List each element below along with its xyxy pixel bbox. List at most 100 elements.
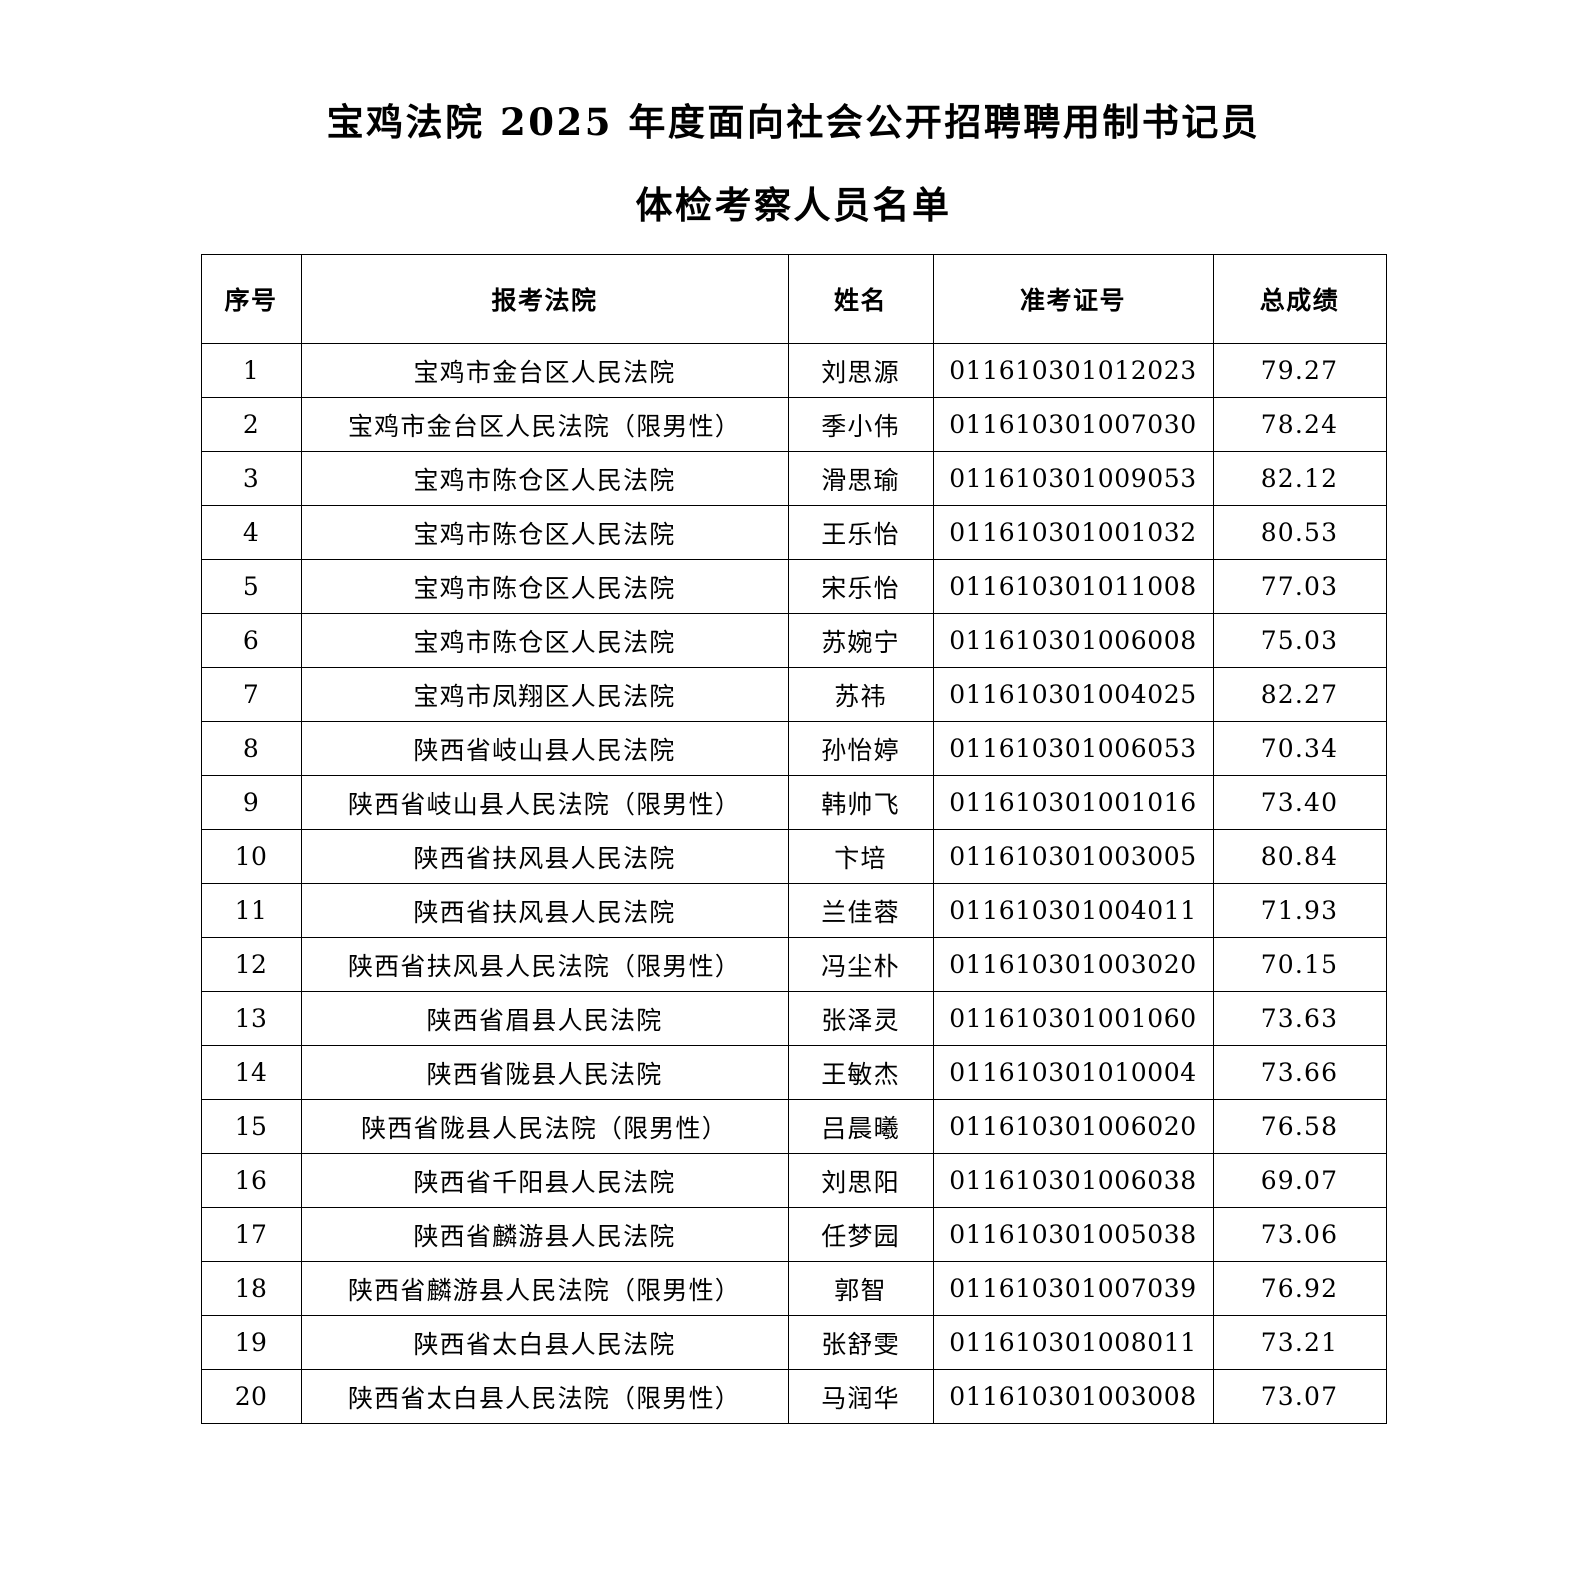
cell-court: 陕西省太白县人民法院 <box>300 1315 789 1370</box>
table-row: 6 宝鸡市陈仓区人民法院 苏婉宁 011610301006008 75.03 <box>200 613 1387 668</box>
column-header-ticket: 准考证号 <box>932 254 1214 344</box>
table-row: 5 宝鸡市陈仓区人民法院 宋乐怡 011610301011008 77.03 <box>200 559 1387 614</box>
cell-court: 宝鸡市金台区人民法院（限男性） <box>300 397 789 452</box>
cell-score: 76.92 <box>1212 1261 1387 1316</box>
cell-name: 季小伟 <box>787 397 934 452</box>
table-row: 19 陕西省太白县人民法院 张舒雯 011610301008011 73.21 <box>200 1315 1387 1370</box>
cell-name: 苏婉宁 <box>787 613 934 668</box>
cell-seq: 7 <box>200 667 302 722</box>
roster-table-container: 序号 报考法院 姓名 准考证号 总成绩 1 宝鸡市金台区人民法院 刘思源 011610… <box>0 254 1587 1424</box>
cell-name: 吕晨曦 <box>787 1099 934 1154</box>
cell-seq: 17 <box>200 1207 302 1262</box>
cell-ticket: 011610301003008 <box>932 1369 1214 1424</box>
cell-court: 宝鸡市陈仓区人民法院 <box>300 613 789 668</box>
cell-seq: 4 <box>200 505 302 560</box>
cell-score: 69.07 <box>1212 1153 1387 1208</box>
cell-score: 73.07 <box>1212 1369 1387 1424</box>
cell-seq: 8 <box>200 721 302 776</box>
cell-court: 宝鸡市陈仓区人民法院 <box>300 451 789 506</box>
cell-name: 王乐怡 <box>787 505 934 560</box>
roster-table: 序号 报考法院 姓名 准考证号 总成绩 1 宝鸡市金台区人民法院 刘思源 011610… <box>200 254 1387 1424</box>
table-row: 12 陕西省扶风县人民法院（限男性） 冯尘朴 011610301003020 70.15 <box>200 937 1387 992</box>
cell-name: 苏祎 <box>787 667 934 722</box>
table-row: 8 陕西省岐山县人民法院 孙怡婷 011610301006053 70.34 <box>200 721 1387 776</box>
column-header-score: 总成绩 <box>1212 254 1387 344</box>
cell-seq: 2 <box>200 397 302 452</box>
table-row: 15 陕西省陇县人民法院（限男性） 吕晨曦 011610301006020 76.58 <box>200 1099 1387 1154</box>
cell-court: 宝鸡市金台区人民法院 <box>300 343 789 398</box>
cell-name: 郭智 <box>787 1261 934 1316</box>
cell-score: 82.27 <box>1212 667 1387 722</box>
cell-seq: 20 <box>200 1369 302 1424</box>
cell-name: 张泽灵 <box>787 991 934 1046</box>
cell-name: 刘思阳 <box>787 1153 934 1208</box>
cell-seq: 9 <box>200 775 302 830</box>
table-row: 9 陕西省岐山县人民法院（限男性） 韩帅飞 011610301001016 73.40 <box>200 775 1387 830</box>
document-title: 宝鸡法院 2025 年度面向社会公开招聘聘用制书记员 体检考察人员名单 <box>0 0 1587 224</box>
cell-court: 宝鸡市陈仓区人民法院 <box>300 559 789 614</box>
cell-court: 陕西省扶风县人民法院（限男性） <box>300 937 789 992</box>
cell-court: 陕西省麟游县人民法院 <box>300 1207 789 1262</box>
cell-score: 80.84 <box>1212 829 1387 884</box>
table-row: 20 陕西省太白县人民法院（限男性） 马润华 011610301003008 73.07 <box>200 1369 1387 1424</box>
table-header: 序号 报考法院 姓名 准考证号 总成绩 <box>200 254 1387 344</box>
cell-ticket: 011610301004011 <box>932 883 1214 938</box>
cell-score: 75.03 <box>1212 613 1387 668</box>
cell-ticket: 011610301011008 <box>932 559 1214 614</box>
cell-name: 孙怡婷 <box>787 721 934 776</box>
cell-name: 韩帅飞 <box>787 775 934 830</box>
cell-court: 陕西省岐山县人民法院 <box>300 721 789 776</box>
table-row: 7 宝鸡市凤翔区人民法院 苏祎 011610301004025 82.27 <box>200 667 1387 722</box>
cell-ticket: 011610301006038 <box>932 1153 1214 1208</box>
cell-ticket: 011610301001032 <box>932 505 1214 560</box>
cell-court: 陕西省麟游县人民法院（限男性） <box>300 1261 789 1316</box>
cell-name: 滑思瑜 <box>787 451 934 506</box>
cell-ticket: 011610301005038 <box>932 1207 1214 1262</box>
cell-ticket: 011610301010004 <box>932 1045 1214 1100</box>
table-body: 1 宝鸡市金台区人民法院 刘思源 011610301012023 79.27 2 宝鸡市金台… <box>200 343 1387 1424</box>
cell-score: 73.40 <box>1212 775 1387 830</box>
cell-seq: 3 <box>200 451 302 506</box>
cell-name: 冯尘朴 <box>787 937 934 992</box>
cell-court: 陕西省陇县人民法院（限男性） <box>300 1099 789 1154</box>
cell-name: 宋乐怡 <box>787 559 934 614</box>
table-row: 2 宝鸡市金台区人民法院（限男性） 季小伟 011610301007030 78.24 <box>200 397 1387 452</box>
cell-score: 73.66 <box>1212 1045 1387 1100</box>
title-line-1: 宝鸡法院 2025 年度面向社会公开招聘聘用制书记员 <box>326 100 1261 144</box>
cell-ticket: 011610301004025 <box>932 667 1214 722</box>
cell-seq: 11 <box>200 883 302 938</box>
cell-ticket: 011610301012023 <box>932 343 1214 398</box>
column-header-name: 姓名 <box>787 254 934 344</box>
cell-court: 陕西省眉县人民法院 <box>300 991 789 1046</box>
column-header-seq: 序号 <box>200 254 302 344</box>
table-row: 11 陕西省扶风县人民法院 兰佳蓉 011610301004011 71.93 <box>200 883 1387 938</box>
cell-court: 陕西省千阳县人民法院 <box>300 1153 789 1208</box>
table-row: 10 陕西省扶风县人民法院 卞培 011610301003005 80.84 <box>200 829 1387 884</box>
cell-name: 刘思源 <box>787 343 934 398</box>
cell-ticket: 011610301003005 <box>932 829 1214 884</box>
table-row: 13 陕西省眉县人民法院 张泽灵 011610301001060 73.63 <box>200 991 1387 1046</box>
cell-ticket: 011610301009053 <box>932 451 1214 506</box>
cell-ticket: 011610301007039 <box>932 1261 1214 1316</box>
cell-score: 70.15 <box>1212 937 1387 992</box>
cell-score: 80.53 <box>1212 505 1387 560</box>
cell-name: 马润华 <box>787 1369 934 1424</box>
table-row: 1 宝鸡市金台区人民法院 刘思源 011610301012023 79.27 <box>200 343 1387 398</box>
cell-name: 兰佳蓉 <box>787 883 934 938</box>
cell-score: 76.58 <box>1212 1099 1387 1154</box>
cell-ticket: 011610301001060 <box>932 991 1214 1046</box>
table-row: 17 陕西省麟游县人民法院 任梦园 011610301005038 73.06 <box>200 1207 1387 1262</box>
cell-score: 77.03 <box>1212 559 1387 614</box>
table-row: 14 陕西省陇县人民法院 王敏杰 011610301010004 73.66 <box>200 1045 1387 1100</box>
column-header-court: 报考法院 <box>300 254 789 344</box>
cell-seq: 1 <box>200 343 302 398</box>
cell-score: 79.27 <box>1212 343 1387 398</box>
cell-name: 任梦园 <box>787 1207 934 1262</box>
cell-seq: 15 <box>200 1099 302 1154</box>
cell-court: 宝鸡市凤翔区人民法院 <box>300 667 789 722</box>
cell-score: 78.24 <box>1212 397 1387 452</box>
cell-score: 71.93 <box>1212 883 1387 938</box>
title-line-2: 体检考察人员名单 <box>635 183 952 227</box>
cell-seq: 18 <box>200 1261 302 1316</box>
